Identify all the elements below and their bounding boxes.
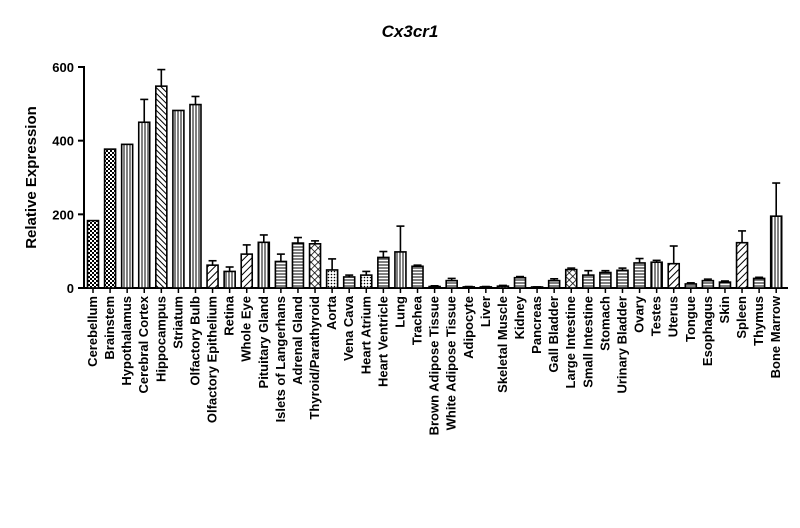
category-label-27: Gall Bladder [546,296,561,373]
category-label-1: Brainstem [102,296,117,360]
bar-15 [342,276,356,289]
bar-11 [274,260,288,289]
bar-35 [684,283,698,289]
category-label-9: Whole Eye [239,296,254,362]
bar-6 [189,103,202,289]
category-label-29: Small Intestine [580,296,595,388]
y-axis-title: Relative Expression [23,106,40,249]
category-label-22: Adipocyte [461,296,476,359]
chart-title: Cx3cr1 [381,22,439,41]
category-label-24: Skeletal Muscle [495,296,510,393]
y-tick-label: 0 [67,281,74,296]
bar-30 [599,271,612,289]
bar-10 [257,241,271,289]
category-label-30: Stomach [597,296,612,351]
bar-29 [582,274,595,289]
category-label-2: Hypothalamus [119,296,134,386]
bar-21 [445,279,458,289]
category-label-10: Pituitary Gland [256,296,271,389]
category-label-35: Tongue [683,296,698,342]
category-label-21: White Adipose Tissue [444,296,459,430]
bar-34 [667,262,681,289]
category-label-17: Heart Ventricle [375,296,390,387]
category-label-33: Testes [649,296,664,336]
category-label-39: Thymus [751,296,766,346]
category-label-40: Bone Marrow [768,295,783,378]
category-label-25: Kidney [512,295,527,339]
bar-25 [513,276,527,289]
category-label-15: Vena Cava [341,295,356,361]
bar-37 [718,281,732,289]
bar-27 [547,279,561,289]
category-label-31: Urinary Bladder [614,296,629,394]
y-tick-label: 600 [52,60,74,75]
bar-31 [616,269,629,289]
category-label-32: Ovary [632,295,647,333]
category-label-20: Brown Adipose Tissue [427,296,442,435]
category-label-23: Liver [478,296,493,327]
category-label-5: Striatum [170,296,185,349]
category-label-19: Trachea [410,295,425,345]
bar-9 [240,253,254,289]
category-label-26: Pancreas [529,296,544,354]
bar-4 [155,85,168,289]
category-label-16: Heart Atrium [358,296,373,374]
bar-12 [291,242,305,289]
bar-8 [223,270,236,289]
category-label-14: Aorta [324,295,339,330]
category-label-38: Spleen [734,296,749,339]
category-label-8: Retina [222,295,237,336]
bar-18 [394,251,407,289]
bar-16 [359,274,373,289]
bar-3 [137,121,151,289]
category-label-18: Lung [392,296,407,328]
bar-0 [86,219,100,289]
category-label-34: Uterus [666,296,681,337]
bar-28 [564,268,578,289]
bar-40 [769,215,783,289]
bar-36 [701,279,715,289]
bar-33 [650,261,663,289]
category-label-7: Olfactory Epithelium [205,296,220,423]
y-tick-label: 400 [52,134,74,149]
bar-2 [120,143,134,289]
bar-38 [735,241,749,289]
category-label-28: Large Intestine [563,296,578,388]
category-label-11: Islets of Langerhans [273,296,288,422]
bar-19 [411,265,424,289]
bar-32 [633,262,646,289]
category-label-12: Adrenal Gland [290,296,305,385]
y-tick-label: 200 [52,207,74,222]
bar-24 [496,285,510,289]
bar-7 [206,264,219,289]
category-label-4: Hippocampus [153,296,168,382]
category-label-6: Olfactory Bulb [187,296,202,386]
category-label-0: Cerebellum [85,296,100,367]
bar-13 [308,243,322,289]
bar-1 [103,148,117,289]
category-label-13: Thyroid/Parathyroid [307,296,322,420]
bar-39 [752,277,766,289]
bar-14 [325,269,339,289]
category-label-37: Skin [717,296,732,324]
category-label-3: Cerebral Cortex [136,295,151,393]
bar-5 [172,109,185,289]
category-label-36: Esophagus [700,296,715,366]
bar-20 [428,285,441,289]
bar-17 [377,256,390,289]
